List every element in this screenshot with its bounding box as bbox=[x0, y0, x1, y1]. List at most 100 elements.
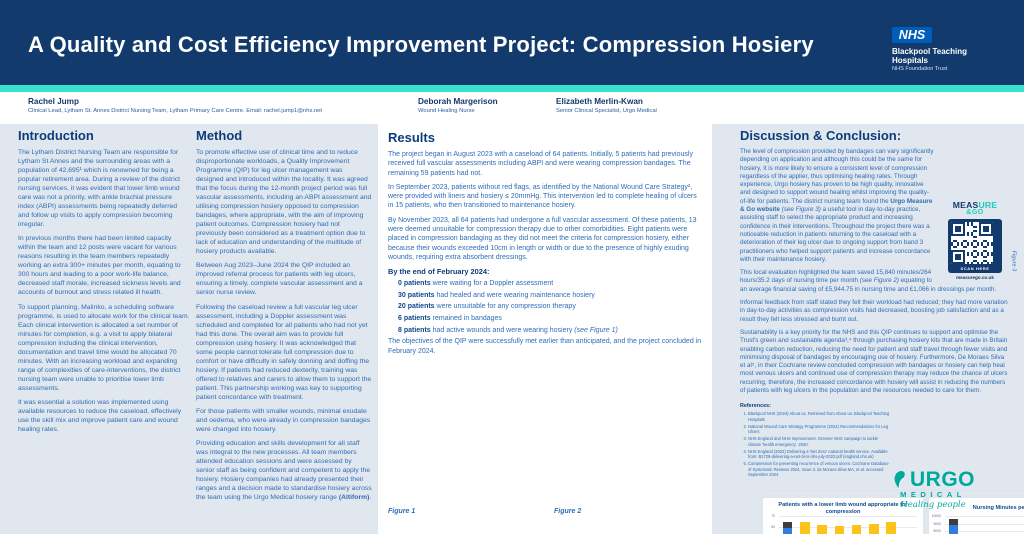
poster-title: A Quality and Cost Efficiency Improvemen… bbox=[28, 32, 814, 57]
brand-text: MEAS bbox=[952, 200, 979, 210]
paragraph: The objectives of the QIP were successfu… bbox=[388, 338, 702, 355]
reference-item: NHS England (2022) Delivering a 'Net Zer… bbox=[748, 449, 892, 460]
y-axis-labels: 010203040506070 bbox=[765, 514, 777, 534]
y-tick-label: 10000 bbox=[931, 514, 941, 518]
results-text: The project began in August 2023 with a … bbox=[388, 150, 702, 262]
nhs-trust-type: NHS Foundation Trust bbox=[892, 66, 948, 72]
urgo-name: URGO bbox=[910, 468, 975, 491]
figure2-chart: Nursing Minutes per Month 01000200030004… bbox=[928, 497, 1024, 534]
chart-title: Patients with a lower limb wound appropr… bbox=[778, 502, 908, 515]
bar-segment bbox=[817, 524, 827, 534]
measure-and-go-panel: MEASURE &GO SCAN HERE measurego.co.uk Fi… bbox=[942, 200, 1017, 280]
gridline bbox=[945, 516, 1024, 517]
paragraph: Following the caseload review a full vas… bbox=[196, 303, 372, 401]
qr-code-box: SCAN HERE bbox=[948, 219, 1002, 273]
results-closing: The objectives of the QIP were successfu… bbox=[388, 337, 702, 356]
references-heading: References: bbox=[740, 403, 771, 410]
milestone-item: 6 patients remained in bandages bbox=[398, 315, 502, 323]
scan-here-label: SCAN HERE bbox=[960, 266, 990, 271]
gridline bbox=[779, 526, 917, 528]
measure-and-go-logo: MEASURE bbox=[942, 200, 1008, 210]
nhs-logo: NHS Blackpool Teaching Hospitals NHS Fou… bbox=[892, 27, 1002, 72]
reference-item: Blackpool NHS (2024) About us. Retrieved… bbox=[748, 411, 892, 422]
author-name: Elizabeth Merlin-Kwan bbox=[556, 97, 643, 106]
urgo-medical-logo: URGO MEDICAL Healing people bbox=[858, 468, 1008, 510]
author-3: Elizabeth Merlin-Kwan Senior Clinical Sp… bbox=[556, 97, 657, 114]
figures-row: Patients with a lower limb wound appropr… bbox=[762, 490, 1024, 534]
y-tick-label: 60 bbox=[771, 524, 775, 529]
discussion-text: The level of compression provided by ban… bbox=[740, 148, 1008, 395]
urgo-medical-label: MEDICAL bbox=[900, 490, 966, 499]
paragraph: This local evaluation highlighted the te… bbox=[740, 269, 997, 293]
author-2: Deborah Margerison Wound Healing Nurse bbox=[418, 97, 498, 114]
bar-segment bbox=[782, 527, 793, 534]
results-section: Results The project began in August 2023… bbox=[378, 122, 712, 356]
header: A Quality and Cost Efficiency Improvemen… bbox=[0, 0, 1024, 85]
introduction-text: The Lytham District Nursing Team are res… bbox=[18, 148, 190, 434]
discussion-heading: Discussion & Conclusion: bbox=[740, 128, 902, 143]
nhs-organisation: Blackpool Teaching Hospitals bbox=[892, 47, 967, 65]
author-role: Senior Clinical Specialist, Urgo Medical bbox=[556, 108, 657, 114]
milestones-list: 0 patients were waiting for a Doppler as… bbox=[388, 279, 702, 334]
author-name: Deborah Margerison bbox=[418, 97, 498, 106]
milestone-item: 8 patients had active wounds and were we… bbox=[398, 326, 618, 334]
chart-title: Nursing Minutes per Month bbox=[972, 505, 1024, 512]
bar-segment bbox=[869, 523, 879, 534]
author-name: Rachel Jump bbox=[28, 97, 79, 106]
nhs-logo-box: NHS bbox=[892, 27, 932, 43]
bar-segment bbox=[782, 522, 793, 528]
paragraph: It was essential a solution was implemen… bbox=[18, 398, 182, 433]
qr-code bbox=[951, 222, 993, 264]
accent-bar bbox=[0, 85, 1024, 92]
paragraph: Sustainability is a key priority for the… bbox=[740, 328, 1008, 395]
y-axis-labels: 0100020003000400050006000700080009000100… bbox=[931, 514, 943, 534]
brand-and-go: &GO bbox=[966, 209, 984, 216]
paragraph: In September 2023, patients without red … bbox=[388, 183, 697, 210]
introduction-section: Introduction The Lytham District Nursing… bbox=[18, 128, 190, 439]
y-tick-label: 70 bbox=[771, 514, 775, 518]
chart-plot bbox=[945, 516, 1024, 534]
author-role: Clinical Lead, Lytham St. Annes District… bbox=[28, 108, 323, 114]
bar-segment bbox=[851, 524, 862, 534]
figure3-caption: Figure 3 bbox=[1010, 250, 1017, 272]
paragraph: The Lytham District Nursing Team are res… bbox=[18, 149, 181, 229]
gridline bbox=[945, 523, 1024, 525]
urgo-leaf-icon bbox=[894, 470, 905, 490]
figure1-caption: Figure 1 bbox=[388, 508, 416, 515]
references-list: Blackpool NHS (2024) About us. Retrieved… bbox=[740, 411, 892, 478]
bar-segment bbox=[948, 519, 959, 525]
reference-item: NHS England and NHS Improvement. Greener… bbox=[748, 436, 892, 447]
y-tick-label: 8000 bbox=[933, 529, 941, 533]
introduction-heading: Introduction bbox=[18, 128, 94, 143]
milestone-item: 0 patients were waiting for a Doppler as… bbox=[398, 280, 554, 288]
gridline bbox=[945, 531, 1024, 532]
paragraph: By November 2023, all 64 patients had un… bbox=[388, 216, 697, 261]
figure1-chart: Patients with a lower limb wound appropr… bbox=[762, 497, 924, 534]
chart-area: 0100020003000400050006000700080009000100… bbox=[932, 514, 1024, 534]
method-text: To promote effective use of clinical tim… bbox=[196, 148, 372, 502]
paragraph: Informal feedback from staff stated they… bbox=[740, 299, 1008, 323]
chart-plot bbox=[779, 516, 917, 534]
paragraph: Between Aug 2023–June 2024 the QIP inclu… bbox=[196, 262, 363, 297]
paragraph: To promote effective use of clinical tim… bbox=[196, 149, 372, 256]
paragraph: The project began in August 2023 with a … bbox=[388, 151, 693, 177]
gridline bbox=[779, 516, 917, 517]
brand-text-accent: URE bbox=[978, 200, 998, 210]
paragraph: In previous months there had been limite… bbox=[18, 235, 181, 297]
results-panel: Results The project began in August 2023… bbox=[378, 122, 1024, 534]
measure-and-go-url: measurego.co.uk bbox=[956, 275, 994, 280]
results-heading: Results bbox=[388, 130, 435, 145]
figure2-caption: Figure 2 bbox=[554, 508, 582, 515]
paragraph: Providing education and skills developme… bbox=[196, 439, 372, 502]
reference-item: Compression for preventing recurrence of… bbox=[748, 461, 892, 478]
milestones-heading: By the end of February 2024: bbox=[388, 267, 490, 277]
y-tick-label: 9000 bbox=[933, 521, 941, 526]
milestone-item: 20 patients were unsuitable for any comp… bbox=[398, 303, 576, 311]
paragraph: To support planning, Malinko, a scheduli… bbox=[18, 303, 190, 392]
chart-area: 010203040506070 bbox=[771, 514, 917, 534]
method-heading: Method bbox=[196, 128, 243, 143]
bar-segment bbox=[834, 525, 845, 534]
paragraph: The level of compression provided by ban… bbox=[740, 148, 934, 263]
urgo-tagline: Healing people bbox=[900, 500, 966, 510]
